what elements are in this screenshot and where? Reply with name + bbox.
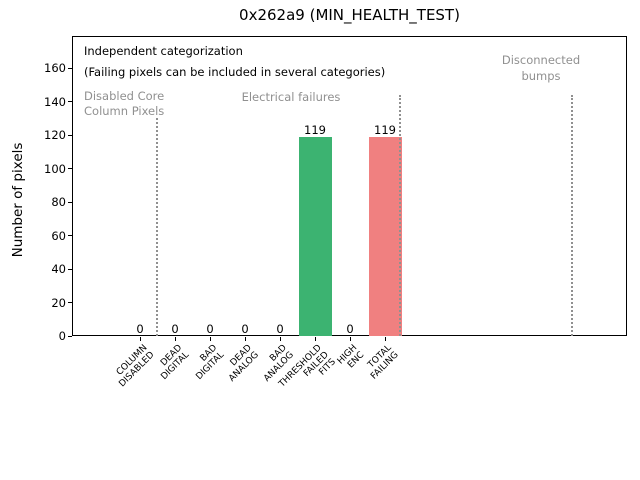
y-tick-mark <box>68 67 72 69</box>
bar-value-label: 0 <box>241 322 249 336</box>
x-tick-mark <box>314 337 316 341</box>
y-tick-label: 160 <box>44 61 66 76</box>
x-tick-label: TOTAL FAILING <box>366 343 402 382</box>
bar-value-label: 0 <box>136 322 144 336</box>
x-tick-label: DEAD DIGITAL <box>158 343 192 383</box>
independent-categorization-note: Independent categorization (Failing pixe… <box>84 44 386 79</box>
x-tick-mark <box>174 337 176 341</box>
y-tick-label: 20 <box>51 295 66 310</box>
x-tick-mark <box>209 337 211 341</box>
y-tick-mark <box>68 302 72 304</box>
y-tick-mark <box>68 134 72 136</box>
chart-title: 0x262a9 (MIN_HEALTH_TEST) <box>239 6 460 24</box>
section-divider-line <box>156 118 158 336</box>
x-tick-mark <box>349 337 351 341</box>
section-divider-line <box>399 95 401 336</box>
x-tick-label: COLUMN DISABLED <box>114 343 157 390</box>
y-tick-mark <box>68 235 72 237</box>
bar <box>368 137 402 336</box>
section-label-disconnected-bumps: Disconnected bumps <box>501 53 581 83</box>
y-tick-mark <box>68 168 72 170</box>
bar-value-label: 0 <box>171 322 179 336</box>
y-tick-label: 60 <box>51 228 66 243</box>
y-tick-mark <box>68 268 72 270</box>
y-tick-label: 140 <box>44 94 66 109</box>
bar-value-label: 0 <box>206 322 214 336</box>
section-label-disabled-core-column-pixels: Disabled Core Column Pixels <box>84 89 165 118</box>
x-tick-mark <box>244 337 246 341</box>
x-tick-label: BAD DIGITAL <box>194 343 227 383</box>
y-tick-label: 120 <box>44 128 66 143</box>
y-tick-label: 80 <box>51 195 66 210</box>
y-tick-label: 40 <box>51 262 66 277</box>
bar <box>298 137 332 336</box>
section-label-electrical-failures: Electrical failures <box>241 90 341 104</box>
x-tick-label: HIGH ENC <box>335 343 367 371</box>
x-tick-mark <box>139 337 141 341</box>
bar-value-label: 119 <box>374 123 396 137</box>
x-tick-label: DEAD ANALOG <box>227 343 262 384</box>
x-tick-mark <box>279 337 281 341</box>
y-tick-label: 0 <box>58 329 66 343</box>
bar-value-label: 0 <box>346 322 354 336</box>
y-tick-mark <box>68 335 72 337</box>
bar-value-label: 0 <box>276 322 284 336</box>
bar-value-label: 119 <box>304 123 326 137</box>
y-tick-mark <box>68 101 72 103</box>
y-axis-label: Number of pixels <box>10 142 26 258</box>
plot-area <box>72 36 627 336</box>
section-divider-line <box>571 95 573 336</box>
y-tick-label: 100 <box>44 161 66 176</box>
x-tick-mark <box>384 337 386 341</box>
y-tick-mark <box>68 201 72 203</box>
